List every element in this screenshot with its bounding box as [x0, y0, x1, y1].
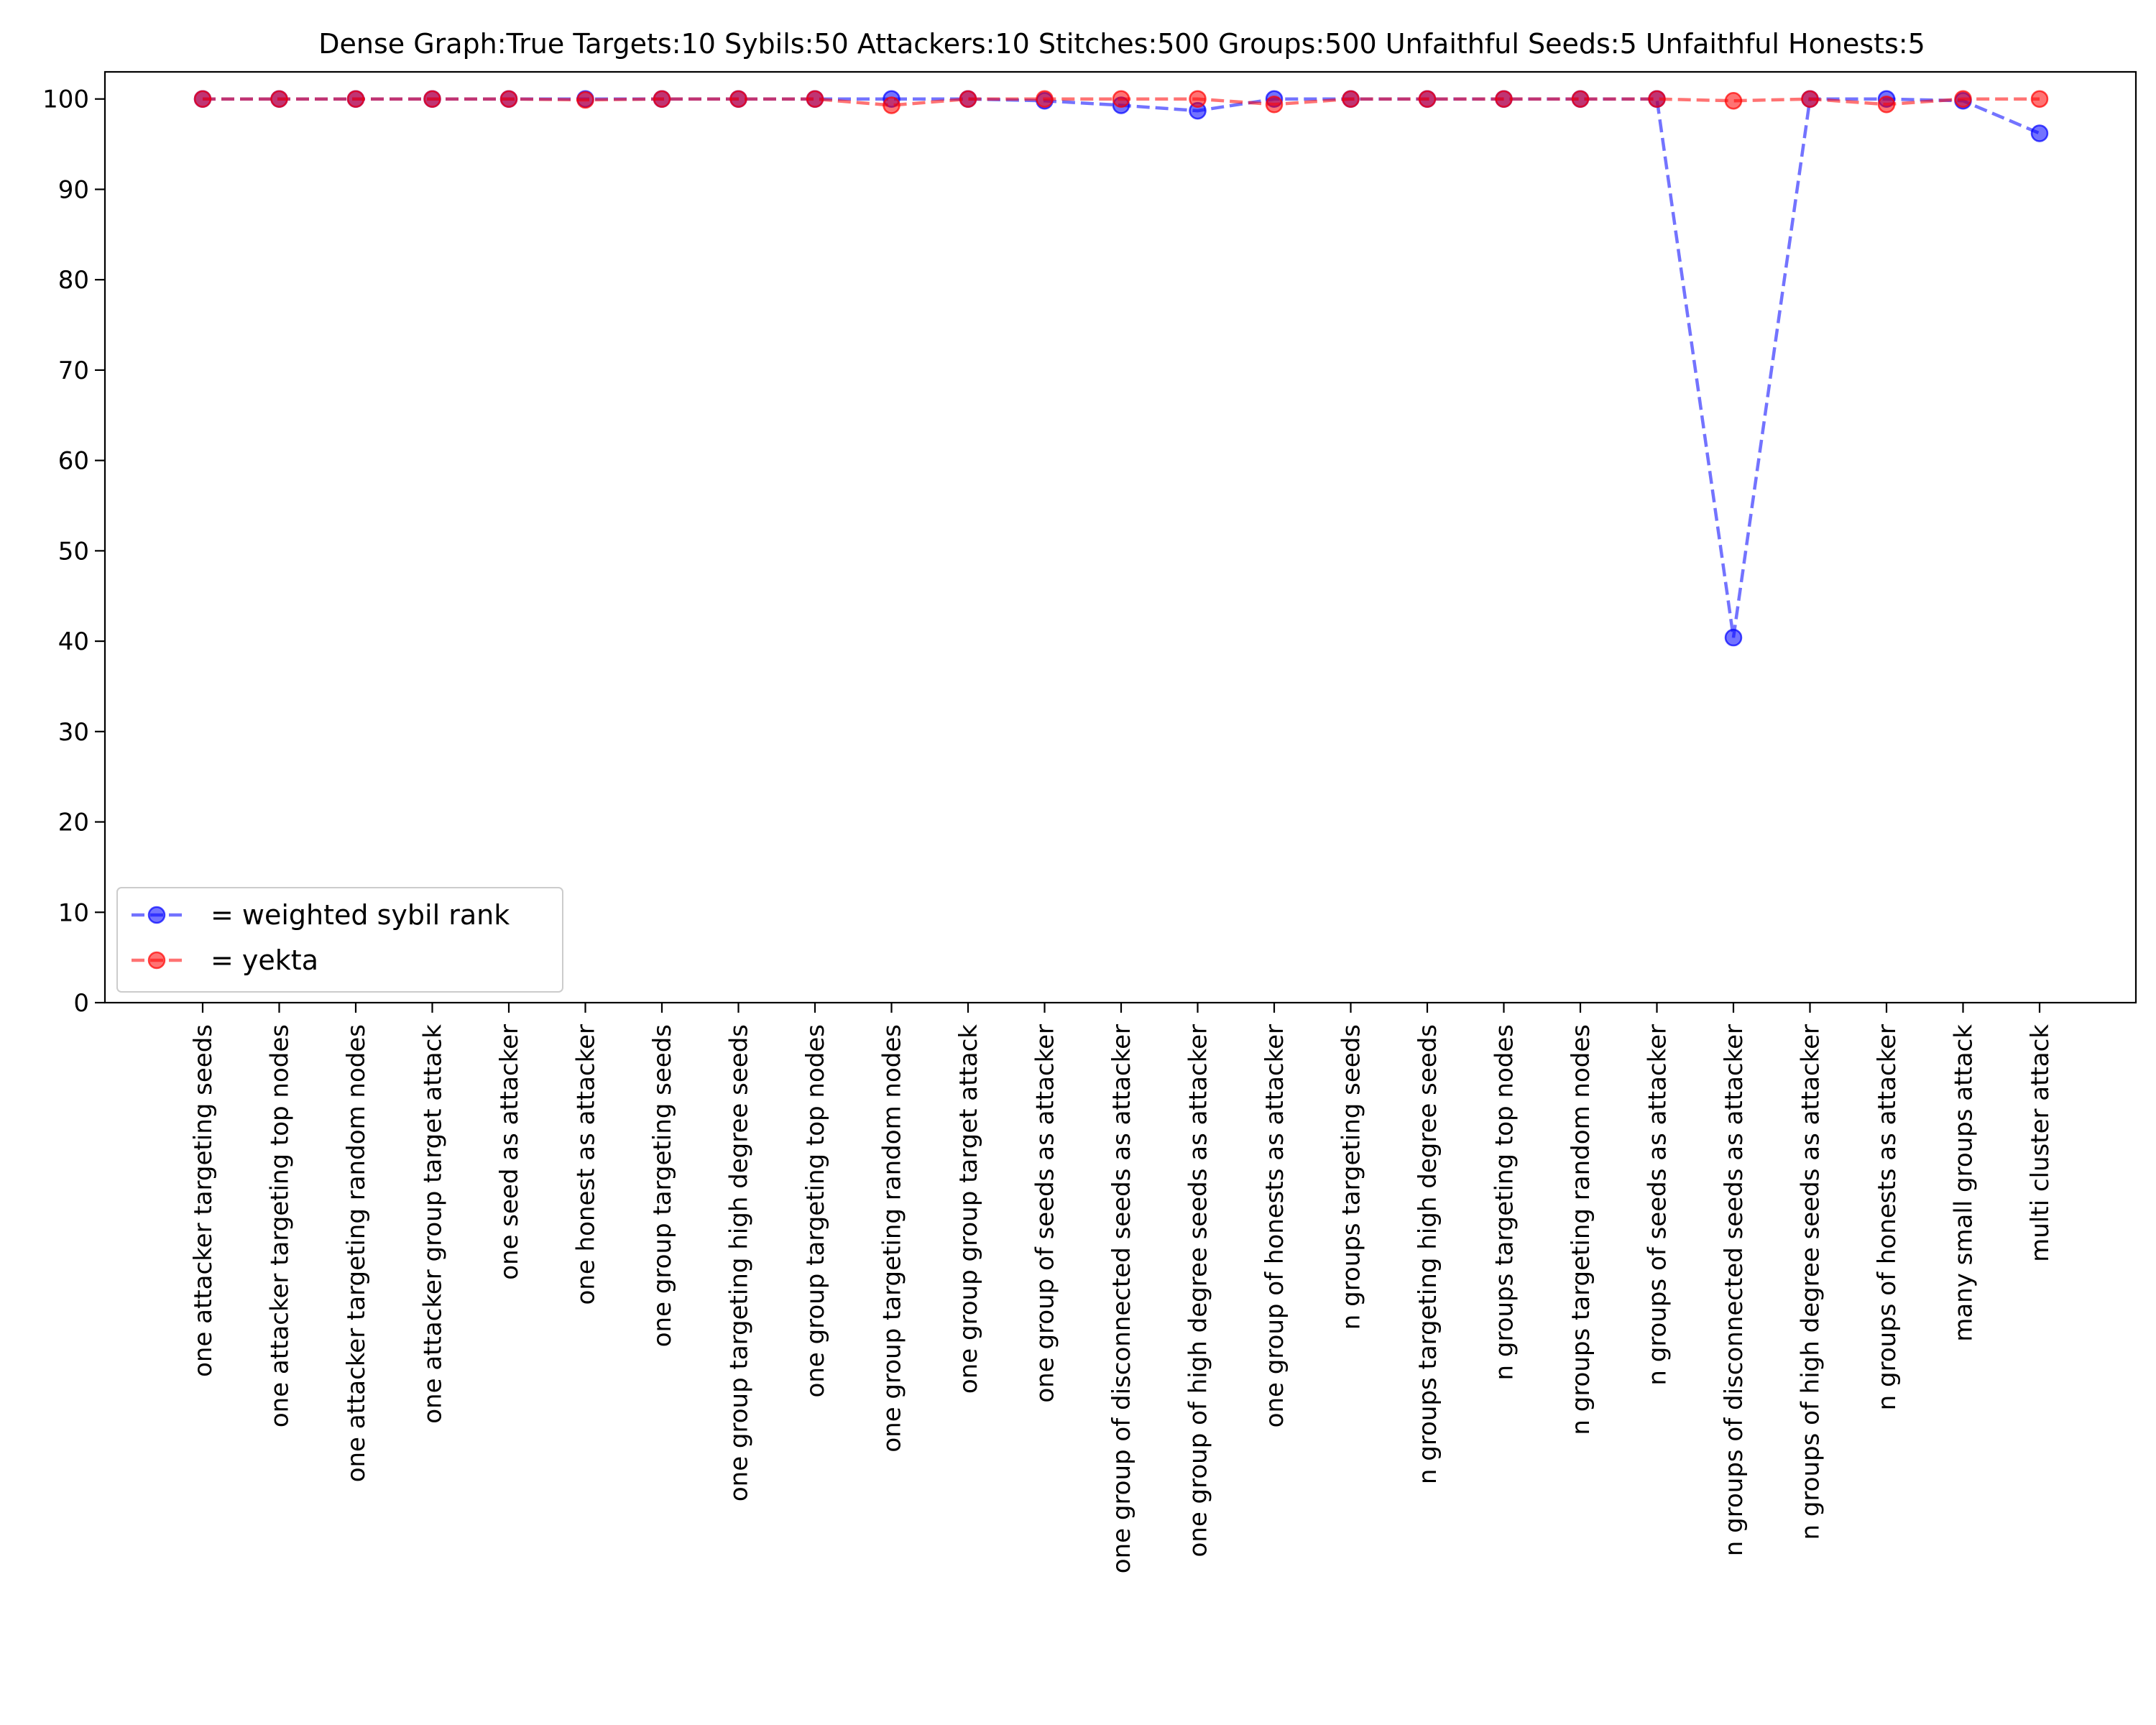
data-point: [653, 90, 671, 108]
y-tick-label: 20: [58, 809, 89, 837]
data-point: [1265, 96, 1284, 114]
x-tick-label: one group targeting top nodes: [801, 1024, 830, 1397]
x-tick-label: n groups targeting top nodes: [1491, 1024, 1519, 1380]
y-tick-label: 100: [42, 86, 89, 114]
y-tick-label: 0: [73, 989, 89, 1018]
legend-label: = yekta: [211, 944, 318, 976]
legend-marker: [147, 906, 166, 924]
legend: = weighted sybil rank = yekta: [116, 887, 563, 993]
series-line: [203, 97, 2040, 638]
x-tick-label: n groups of seeds as attacker: [1644, 1024, 1672, 1386]
data-point: [1189, 90, 1207, 108]
data-point: [1342, 90, 1360, 108]
x-tick-label: n groups targeting seeds: [1337, 1024, 1366, 1330]
x-tick-label: one group of disconnected seeds as attac…: [1107, 1024, 1136, 1573]
data-point: [2030, 90, 2049, 108]
data-point: [1954, 90, 1972, 108]
data-point: [270, 90, 288, 108]
x-tick-label: one attacker targeting seeds: [189, 1024, 218, 1377]
plot-frame: [103, 70, 2137, 1004]
x-axis: one attacker targeting seeds one attacker…: [189, 1003, 2055, 1573]
data-point: [1801, 90, 1819, 108]
data-point: [1036, 90, 1054, 108]
data-point: [1724, 91, 1743, 110]
y-tick-label: 40: [58, 627, 89, 656]
y-tick-label: 70: [58, 356, 89, 385]
data-point: [806, 90, 824, 108]
x-tick-label: n groups targeting high degree seeds: [1414, 1024, 1442, 1484]
x-tick-label: n groups of honests as attacker: [1873, 1024, 1902, 1410]
data-point: [193, 90, 212, 108]
x-tick-label: one group group target attack: [954, 1024, 983, 1394]
x-tick-label: n groups of high degree seeds as attacke…: [1797, 1024, 1825, 1540]
x-tick-label: one group targeting high degree seeds: [725, 1024, 754, 1501]
x-tick-label: n groups targeting random nodes: [1567, 1024, 1595, 1435]
x-tick-label: one attacker group target attack: [419, 1024, 448, 1424]
legend-box: [116, 887, 563, 993]
data-point: [1877, 96, 1896, 114]
chart-title: Dense Graph:True Targets:10 Sybils:50 At…: [318, 28, 1925, 60]
data-point: [1112, 90, 1130, 108]
data-point: [2030, 124, 2049, 142]
y-axis: 0 10 20 30 40 50 60 70 80 90 100: [42, 86, 105, 1018]
x-tick-label: one group of high degree seeds as attack…: [1184, 1024, 1213, 1558]
x-tick-label: one seed as attacker: [495, 1024, 524, 1280]
x-tick-label: one group targeting random nodes: [878, 1024, 907, 1453]
y-tick-label: 80: [58, 266, 89, 295]
series-2: [193, 90, 2049, 114]
data-point: [499, 90, 518, 108]
data-point: [1648, 90, 1666, 108]
legend-item: = weighted sybil rank: [132, 899, 510, 931]
y-tick-label: 50: [58, 537, 89, 566]
data-point: [423, 90, 441, 108]
y-tick-label: 10: [58, 898, 89, 927]
x-tick-label: one attacker targeting random nodes: [342, 1024, 371, 1482]
x-tick-label: one attacker targeting top nodes: [266, 1024, 295, 1427]
y-tick-label: 90: [58, 175, 89, 204]
data-point: [576, 91, 594, 109]
data-point: [1724, 628, 1743, 647]
y-tick-label: 60: [58, 447, 89, 476]
series-layer: [193, 90, 2049, 647]
x-tick-label: one group targeting seeds: [648, 1024, 677, 1347]
legend-marker: [147, 951, 166, 970]
x-tick-label: one group of seeds as attacker: [1031, 1024, 1060, 1403]
data-point: [959, 90, 977, 108]
data-point: [729, 90, 747, 108]
x-tick-label: many small groups attack: [1950, 1024, 1978, 1342]
x-tick-label: one honest as attacker: [572, 1024, 601, 1305]
legend-item: = yekta: [132, 944, 318, 976]
data-point: [1571, 90, 1590, 108]
series-1: [193, 90, 2049, 647]
legend-label: = weighted sybil rank: [211, 899, 510, 931]
x-tick-label: n groups of disconnected seeds as attack…: [1720, 1024, 1749, 1556]
y-tick-label: 30: [58, 718, 89, 747]
x-tick-label: one group of honests as attacker: [1261, 1024, 1289, 1427]
x-tick-label: multi cluster attack: [2026, 1024, 2055, 1262]
data-point: [1495, 90, 1513, 108]
data-point: [346, 90, 365, 108]
data-point: [883, 96, 900, 114]
data-point: [1418, 90, 1437, 108]
